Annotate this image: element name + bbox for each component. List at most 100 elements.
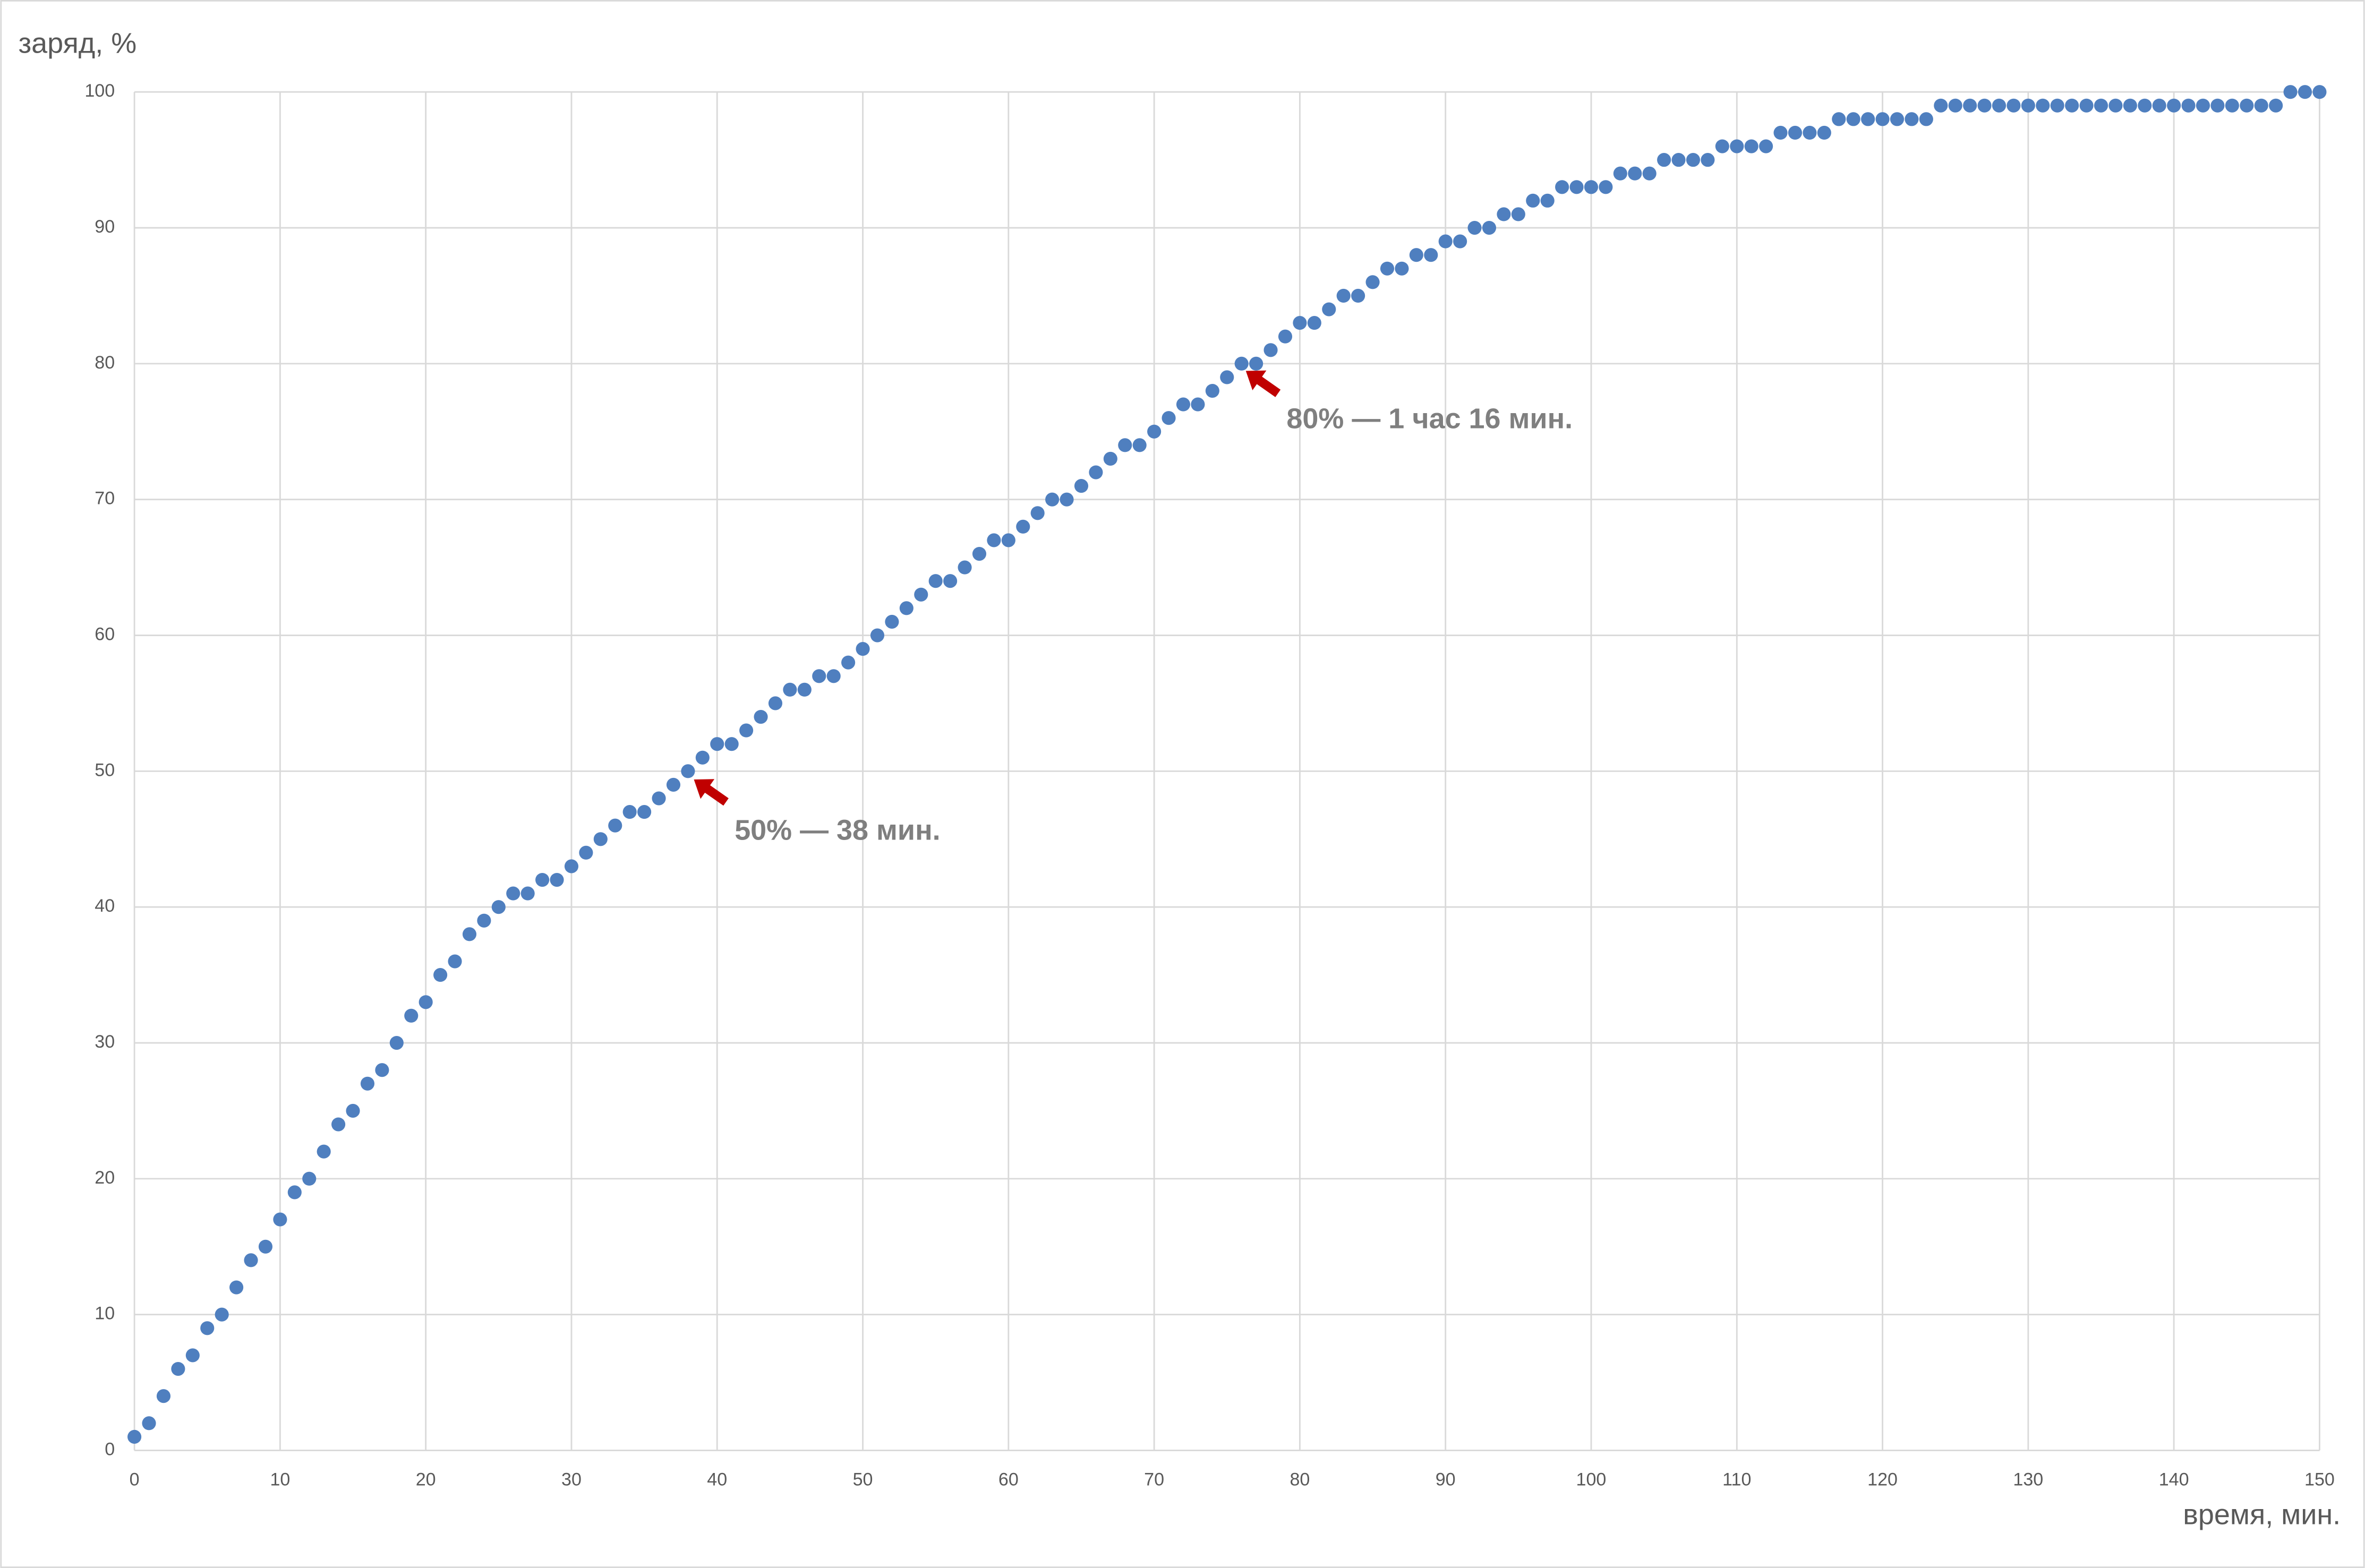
point [2167,98,2181,113]
point [564,859,579,873]
point [695,750,710,765]
point [1744,139,1758,153]
point [2298,85,2312,99]
grid: 0 10 20 30 40 50 60 70 80 90 100 0 10 20 30 40 50 60 70 80 9… [84,81,2335,1489]
point [1030,506,1045,520]
x-axis-label: время, мин. [2183,1499,2341,1531]
point [1773,125,1788,140]
point [2094,98,2108,113]
point [754,709,768,724]
points [127,85,2327,1444]
point [1963,98,1977,113]
point [797,682,812,697]
point [1861,112,1875,126]
y-tick-label: 100 [84,81,115,101]
y-tick-label: 0 [105,1440,115,1460]
point [783,682,797,697]
point [215,1307,229,1322]
point [1132,438,1147,452]
point [1657,153,1671,167]
point [462,927,477,941]
point [987,533,1001,547]
point [1453,234,1467,249]
point [899,601,913,615]
point [1671,153,1686,167]
point [1511,207,1525,221]
arrow [694,779,729,806]
point [506,886,520,901]
x-tick-label: 140 [2159,1469,2189,1489]
point [1336,288,1351,303]
point [1424,248,1438,262]
point [2225,98,2239,113]
point [404,1008,419,1023]
point [2312,85,2327,99]
point [127,1429,142,1444]
point [1147,424,1162,439]
point [1730,139,1744,153]
point [520,886,535,901]
point [258,1239,273,1254]
point [1103,451,1117,466]
point [972,546,987,561]
point [1191,397,1205,412]
point [2181,98,2196,113]
point [2007,98,2021,113]
point [171,1361,185,1376]
point [142,1416,156,1430]
point [2210,98,2225,113]
point [375,1063,389,1077]
point [1686,153,1701,167]
point [2123,98,2137,113]
point [317,1144,331,1159]
point [1759,139,1773,153]
point [1569,180,1584,194]
point [1701,153,1715,167]
y-tick-label: 10 [95,1304,115,1324]
point [812,669,826,683]
point [2152,98,2166,113]
point [1497,207,1511,221]
point [2050,98,2064,113]
point [1322,302,1336,316]
y-tick-label: 80 [95,353,115,373]
point [448,954,462,969]
x-tick-label: 70 [1144,1469,1164,1489]
point [1307,316,1321,330]
y-tick-label: 40 [95,896,115,916]
point [185,1348,200,1363]
point [1803,125,1817,140]
point [1905,112,1919,126]
x-tick-label: 0 [130,1469,140,1489]
point [608,818,622,833]
point [200,1321,215,1335]
point [1263,343,1278,357]
x-tick-label: 60 [998,1469,1019,1489]
point [1832,112,1846,126]
point [652,791,666,806]
point [1001,533,1015,547]
point [1409,248,1423,262]
point [1919,112,1933,126]
point [389,1035,404,1050]
x-tick-label: 100 [1576,1469,1607,1489]
point [1599,180,1613,194]
y-axis-label: заряд, % [18,27,136,59]
point [1060,492,1074,507]
x-tick-label: 80 [1290,1469,1310,1489]
point [826,669,841,683]
point [1613,166,1627,181]
point [593,832,608,846]
point [550,872,564,887]
point [2065,98,2079,113]
point [1220,370,1234,384]
point [914,587,928,602]
point [1074,479,1089,493]
point [1788,125,1803,140]
point [1395,261,1409,276]
y-tick-label: 70 [95,489,115,509]
arrow [1245,370,1281,397]
point [1234,356,1249,371]
